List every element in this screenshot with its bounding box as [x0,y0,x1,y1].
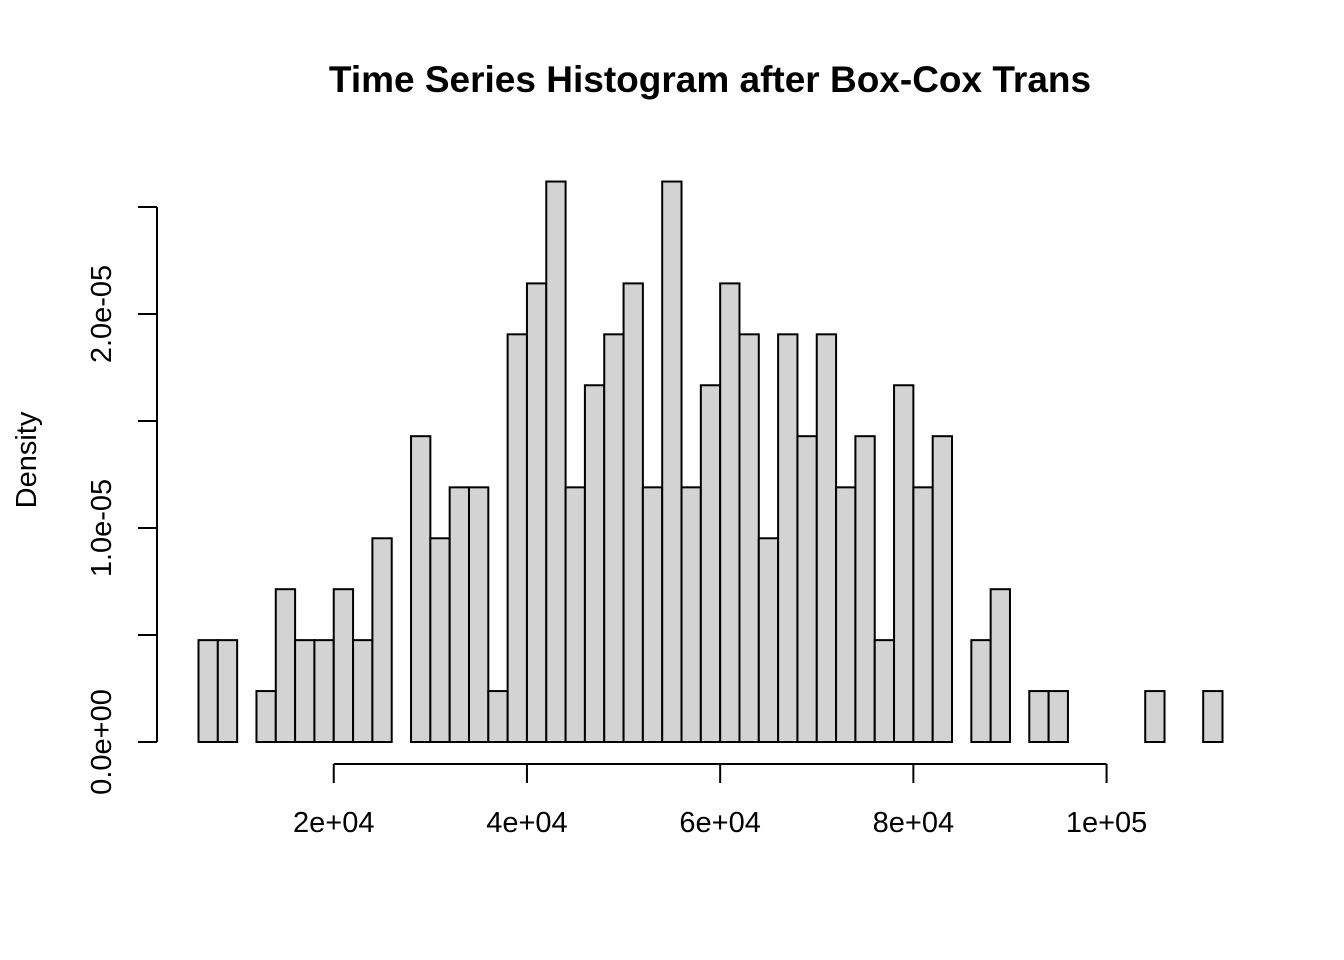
histogram-bar [487,690,509,743]
histogram-bar [622,282,644,743]
histogram-bar [641,486,664,743]
x-tick-label: 4e+04 [486,807,567,839]
histogram-bar [294,639,316,743]
histogram-bar [719,282,741,743]
histogram-bar [564,486,586,743]
histogram-bar [371,537,393,743]
x-tick-label: 6e+04 [679,807,760,839]
x-tick-label: 1e+05 [1066,807,1147,839]
histogram-bar [506,333,528,743]
histogram-bar [835,486,857,743]
histogram-bar [989,588,1011,743]
bars-group [197,180,1224,743]
histogram-bar [197,639,219,743]
histogram-bar [332,588,355,743]
histogram-bar [661,180,683,743]
histogram-bar [352,639,374,743]
histogram-bar [583,384,606,743]
histogram-bar [1144,690,1166,743]
histogram-bar [970,639,992,743]
y-axis: 0.0e+00 1.0e-05 2.0e-05 [86,206,158,795]
histogram-bar [931,435,954,743]
y-tick-label: 1.0e-05 [86,479,118,577]
histogram-bar [410,435,432,743]
histogram-bar [680,486,702,743]
y-tick-label: 2.0e-05 [86,265,118,363]
histogram-bar [545,180,567,743]
histogram-bar [738,333,760,743]
histogram-bar [448,486,470,743]
histogram-bar [1028,690,1050,743]
histogram-bar [525,282,548,743]
histogram-bar [274,588,297,743]
histogram-bar [429,537,451,743]
histogram-bar [815,333,838,743]
histogram-bar [873,639,896,743]
histogram-bar [699,384,722,743]
histogram-bar [757,537,780,743]
histogram-bar [796,435,818,743]
histogram-bar [1202,690,1224,743]
chart-title: Time Series Histogram after Box-Cox Tran… [329,59,1091,100]
y-axis-label: Density [11,411,43,508]
histogram-bar [854,435,876,743]
histogram-bar [1047,690,1069,743]
y-tick-label: 0.0e+00 [86,689,118,795]
x-tick-label: 2e+04 [293,807,374,839]
histogram-bar [912,486,934,743]
x-axis: 2e+04 4e+04 6e+04 8e+04 1e+05 [293,763,1147,839]
x-tick-label: 8e+04 [873,807,954,839]
histogram-bar [893,384,915,743]
histogram-bar [313,639,335,743]
histogram-bar [255,690,277,743]
histogram-bar [603,333,625,743]
histogram-bar [777,333,799,743]
histogram-bar [216,639,239,743]
histogram-bar [467,486,490,743]
